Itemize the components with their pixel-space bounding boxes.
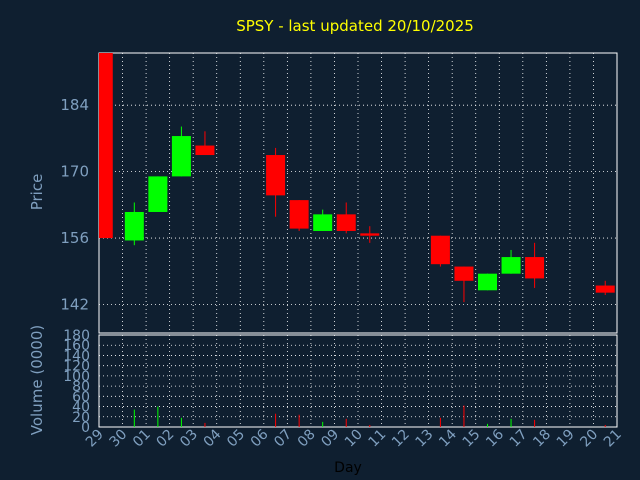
x-tick-label: 20	[577, 427, 601, 451]
candle-body	[124, 211, 144, 241]
price-tick-labels: 184 170 156 142	[60, 96, 89, 313]
volume-tick-label: 180	[63, 328, 90, 344]
volume-tick-label: 40	[72, 400, 90, 416]
volume-tick-label: 60	[72, 389, 90, 405]
x-tick-label: 05	[224, 427, 248, 451]
candle-body	[430, 235, 450, 265]
candle-body	[289, 200, 309, 229]
x-tick-label: 12	[389, 427, 413, 451]
x-tick-label: 13	[413, 427, 437, 451]
x-tick-label: 06	[248, 426, 272, 450]
x-tick-label: 18	[530, 427, 554, 451]
x-tick-label: 16	[483, 426, 507, 450]
candle-body	[99, 53, 113, 239]
x-tick-label: 11	[365, 427, 389, 451]
x-tick-label: 30	[106, 427, 130, 451]
volume-tick-label: 140	[63, 348, 90, 364]
volume-grid	[98, 334, 618, 428]
candle-body	[478, 273, 497, 291]
volume-tick-label: 0	[81, 420, 90, 436]
candle-body	[336, 214, 356, 231]
chart-title: SPSY - last updated 20/10/2025	[236, 17, 474, 35]
candle-body	[266, 155, 286, 196]
x-tick-label: 01	[130, 427, 154, 451]
volume-tick-label: 160	[63, 338, 90, 354]
x-tick-label: 04	[201, 426, 225, 450]
price-tick-label: 184	[60, 96, 89, 114]
candle-body	[171, 136, 191, 177]
x-tick-label: 07	[271, 427, 295, 451]
y-axis-label: Price	[28, 174, 46, 211]
candle-body	[313, 214, 333, 231]
candle-body	[195, 145, 215, 156]
x-tick-label: 02	[154, 427, 178, 451]
volume-tick-label: 20	[72, 410, 90, 426]
candles-layer	[99, 53, 615, 303]
x-tick-label: 09	[318, 427, 342, 451]
x-tick-label: 19	[554, 427, 578, 451]
x-tick-label: 03	[177, 427, 201, 451]
price-grid	[98, 52, 618, 334]
price-tick-label: 142	[60, 296, 89, 314]
volume-axis-label: Volume (0000)	[28, 325, 46, 435]
volume-tick-label: 80	[72, 379, 90, 395]
candle-body	[595, 285, 615, 293]
x-tick-label: 08	[295, 427, 319, 451]
volume-bars-layer	[133, 405, 606, 427]
x-tick-label: 15	[460, 427, 484, 451]
x-tick-labels: 29 30 01 02 03 04 05 06 07 08 09 10 11 12 13 14 15 16 17 18…	[83, 426, 625, 450]
candle-body	[454, 266, 474, 281]
candle-body	[501, 257, 521, 274]
candle-body	[360, 233, 380, 236]
x-axis-label: Day	[334, 460, 362, 476]
x-tick-label: 21	[601, 427, 625, 451]
candle-body	[148, 176, 168, 212]
price-tick-label: 170	[60, 163, 89, 181]
volume-tick-label: 120	[63, 359, 90, 375]
volume-tick-label: 100	[63, 369, 90, 385]
x-tick-label: 10	[342, 427, 366, 451]
price-tick-label: 156	[60, 229, 89, 247]
x-tick-label: 17	[507, 427, 531, 451]
x-tick-label: 14	[436, 426, 460, 450]
volume-panel-frame	[98, 334, 618, 428]
candle-body	[525, 257, 545, 279]
